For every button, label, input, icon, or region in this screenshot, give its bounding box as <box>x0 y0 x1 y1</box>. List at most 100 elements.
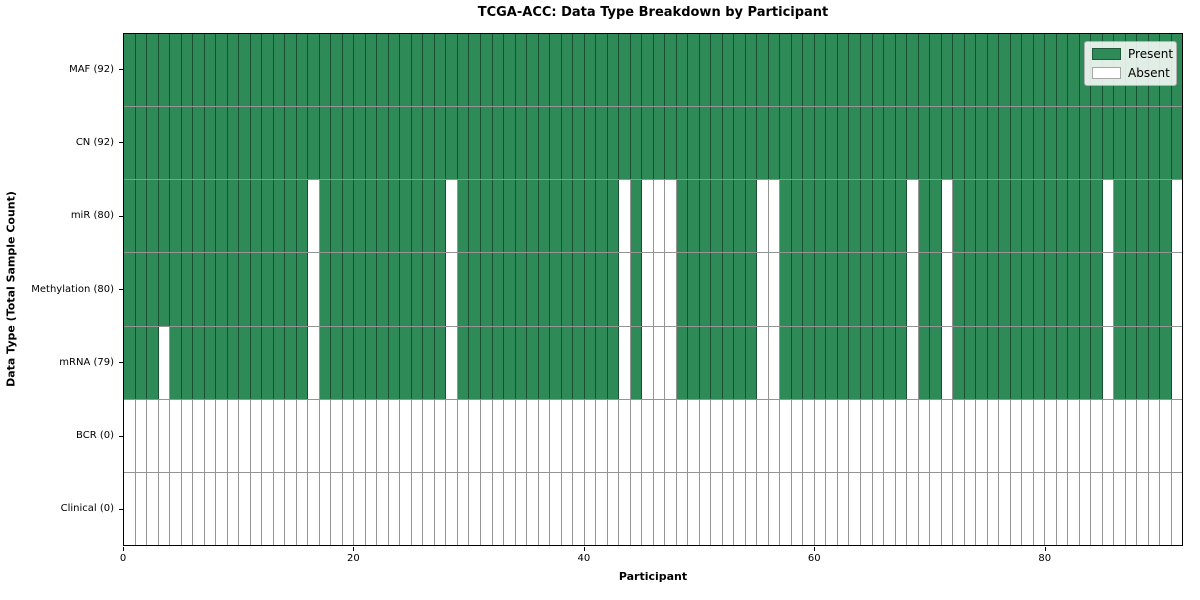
heatmap-cell <box>676 253 689 326</box>
heatmap-cell <box>584 253 597 326</box>
heatmap-cell <box>907 34 919 107</box>
heatmap-cell <box>423 326 435 399</box>
heatmap-cell <box>331 34 343 107</box>
heatmap-cell <box>1045 180 1057 253</box>
heatmap-cell <box>561 472 574 545</box>
heatmap-cell <box>907 399 919 472</box>
heatmap-cell <box>734 180 746 253</box>
heatmap-cell <box>388 326 401 399</box>
heatmap-cell <box>1033 107 1046 180</box>
heatmap-cell <box>642 472 654 545</box>
heatmap-cell <box>607 253 620 326</box>
heatmap-cell <box>768 107 781 180</box>
heatmap-cell <box>607 107 620 180</box>
heatmap-cell <box>711 399 723 472</box>
heatmap-cell <box>596 34 608 107</box>
heatmap-cell <box>941 107 954 180</box>
heatmap-cell <box>861 34 873 107</box>
heatmap-cell <box>400 399 412 472</box>
heatmap-cell <box>584 326 597 399</box>
x-tick-label: 60 <box>807 553 821 564</box>
heatmap-cell <box>262 180 274 253</box>
heatmap-cell <box>147 34 159 107</box>
heatmap-cell <box>239 253 251 326</box>
heatmap-cell <box>550 399 562 472</box>
heatmap-cell <box>216 180 228 253</box>
heatmap-cell <box>319 253 332 326</box>
heatmap-cell <box>757 472 769 545</box>
heatmap-cell <box>354 326 366 399</box>
heatmap-cell <box>434 399 447 472</box>
heatmap-cell <box>884 253 896 326</box>
heatmap-cell <box>676 472 689 545</box>
heatmap-cell <box>1033 253 1046 326</box>
heatmap-cell <box>400 472 412 545</box>
heatmap-cell <box>688 472 700 545</box>
heatmap-cell <box>872 472 885 545</box>
heatmap-cell <box>354 107 366 180</box>
heatmap-cell <box>527 34 539 107</box>
heatmap-cell <box>964 472 977 545</box>
heatmap-cell <box>400 34 412 107</box>
heatmap-cell <box>365 180 378 253</box>
heatmap-cell <box>953 180 965 253</box>
heatmap-cell <box>619 253 631 326</box>
heatmap-cell <box>227 107 240 180</box>
heatmap-cell <box>480 399 493 472</box>
heatmap-cell <box>711 472 723 545</box>
heatmap-cell <box>711 253 723 326</box>
heatmap-cell <box>1010 180 1023 253</box>
heatmap-cell <box>1160 107 1172 180</box>
y-tick-label-Methylation: Methylation (80) <box>31 283 114 295</box>
heatmap-cell <box>480 34 493 107</box>
heatmap-cell <box>872 34 885 107</box>
heatmap-cell <box>227 399 240 472</box>
heatmap-cell <box>388 253 401 326</box>
heatmap-cell <box>745 326 758 399</box>
heatmap-cell <box>124 107 136 180</box>
heatmap-cell <box>584 180 597 253</box>
heatmap-cell <box>584 399 597 472</box>
heatmap-cell <box>999 253 1011 326</box>
heatmap-cell <box>768 326 781 399</box>
heatmap-cell <box>953 107 965 180</box>
heatmap-cell <box>273 253 286 326</box>
heatmap-cell <box>216 34 228 107</box>
heatmap-cell <box>1148 399 1161 472</box>
heatmap-cell <box>1033 180 1046 253</box>
heatmap-cell <box>1079 399 1092 472</box>
heatmap-cell <box>619 107 631 180</box>
heatmap-cell <box>573 472 585 545</box>
heatmap-cell <box>1160 180 1172 253</box>
heatmap-cell <box>1171 253 1183 326</box>
heatmap-cell <box>895 107 908 180</box>
heatmap-cell <box>837 326 850 399</box>
heatmap-cell <box>849 253 861 326</box>
legend-swatch-icon <box>1092 48 1121 60</box>
heatmap-cell <box>319 180 332 253</box>
heatmap-cell <box>791 399 804 472</box>
heatmap-cell <box>573 326 585 399</box>
heatmap-cell <box>1022 180 1034 253</box>
heatmap-cell <box>492 107 505 180</box>
heatmap-cell <box>584 34 597 107</box>
heatmap-cell <box>837 472 850 545</box>
heatmap-cell <box>814 180 827 253</box>
heatmap-cell <box>273 326 286 399</box>
heatmap-cell <box>1091 253 1103 326</box>
heatmap-cell <box>1079 326 1092 399</box>
heatmap-cell <box>273 107 286 180</box>
heatmap-cell <box>170 107 182 180</box>
heatmap-cell <box>400 253 412 326</box>
heatmap-cell <box>573 253 585 326</box>
heatmap-cell <box>1022 399 1034 472</box>
heatmap-cell <box>861 253 873 326</box>
heatmap-cell <box>527 107 539 180</box>
y-tick-mark <box>119 142 123 144</box>
heatmap-cell <box>239 326 251 399</box>
heatmap-cell <box>446 253 458 326</box>
heatmap-cell <box>699 180 712 253</box>
heatmap-cell <box>930 253 942 326</box>
heatmap-cell <box>953 472 965 545</box>
heatmap-cell <box>342 180 355 253</box>
